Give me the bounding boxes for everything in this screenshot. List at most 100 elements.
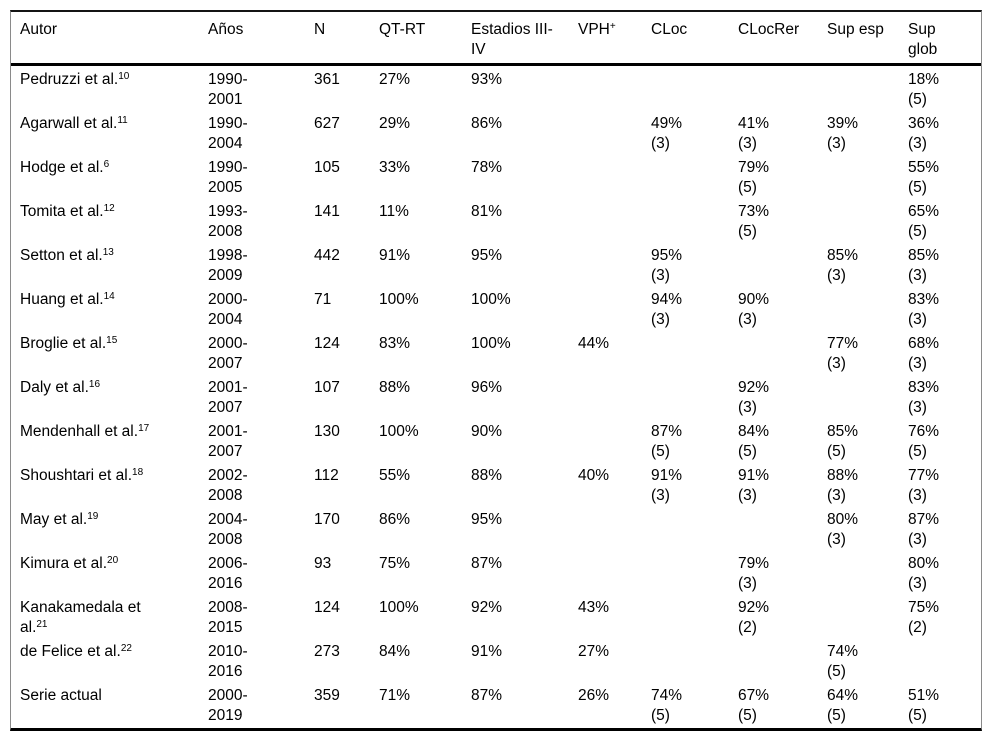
cell-anos: 2000-2004: [208, 290, 248, 328]
author-name: Tomita et al.: [20, 202, 104, 220]
cell-n: 93: [314, 554, 332, 572]
cell-supesp: 77% (3): [827, 334, 859, 372]
cell-supglob: 65% (5): [908, 202, 940, 240]
cell-anos: 2001-2007: [208, 378, 248, 416]
cell-estadios: 95%: [471, 510, 503, 528]
table-row: Broglie et al.15 2000-2007 124 83% 100% …: [11, 330, 981, 374]
cell-qtrt: 71%: [379, 686, 411, 704]
table-row: Kanakamedala et al.21 2008-2015 124 100%…: [11, 594, 981, 638]
cell-estadios: 100%: [471, 334, 511, 352]
cell-cloc: [650, 550, 737, 594]
table-frame: Autor Años N QT-RT Estadios III-IV VPH+ …: [10, 10, 982, 731]
cell-supglob: [907, 638, 981, 682]
author-name: Hodge et al.: [20, 158, 104, 176]
header-row: Autor Años N QT-RT Estadios III-IV VPH+ …: [11, 12, 981, 66]
author-name: Broglie et al.: [20, 334, 107, 352]
table-row: Kimura et al.20 2006-2016 93 75% 87% 79%…: [11, 550, 981, 594]
citation-ref: 22: [120, 642, 132, 654]
cell-vph: [577, 418, 650, 462]
cell-estadios: 95%: [471, 246, 503, 264]
table-row: Tomita et al.12 1993-2008 141 11% 81% 73…: [11, 198, 981, 242]
table-row: Pedruzzi et al.10 1990-2001 361 27% 93% …: [11, 64, 981, 110]
cell-cloc: 87% (5): [651, 422, 683, 460]
cell-supesp: 39% (3): [827, 114, 859, 152]
cell-autor: Tomita et al.12: [11, 198, 207, 242]
cell-supesp: 85% (5): [827, 422, 859, 460]
cell-clocrer: 73% (5): [738, 202, 770, 240]
cell-autor: Huang et al.14: [11, 286, 207, 330]
cell-supglob: 83% (3): [908, 290, 940, 328]
cell-cloc: [650, 506, 737, 550]
cell-qtrt: 75%: [379, 554, 411, 572]
cell-vph: [577, 110, 650, 154]
cell-supesp: [826, 198, 907, 242]
cell-clocrer: 67% (5): [738, 686, 770, 724]
cell-n: 105: [314, 158, 340, 176]
cell-estadios: 96%: [471, 378, 503, 396]
cell-supglob: 76% (5): [908, 422, 940, 460]
citation-ref: 18: [132, 466, 144, 478]
cell-n: 442: [314, 246, 340, 264]
cell-anos: 1990-2001: [208, 70, 248, 108]
cell-supglob: 85% (3): [908, 246, 940, 284]
cell-estadios: 87%: [471, 686, 503, 704]
col-header-supesp: Sup esp: [826, 12, 907, 66]
cell-supglob: 80% (3): [908, 554, 940, 592]
citation-ref: 17: [138, 422, 150, 434]
author-name: Kimura et al.: [20, 554, 108, 572]
cell-cloc: [650, 198, 737, 242]
cell-clocrer: 79% (3): [738, 554, 770, 592]
cell-vph: 44%: [578, 334, 610, 352]
cell-vph: 26%: [578, 686, 610, 704]
cell-qtrt: 27%: [379, 70, 411, 88]
cell-qtrt: 100%: [379, 422, 419, 440]
vph-plus-superscript: +: [609, 21, 616, 32]
cell-n: 273: [314, 642, 340, 660]
cell-qtrt: 91%: [379, 246, 411, 264]
cell-n: 361: [314, 70, 340, 88]
cell-autor: Pedruzzi et al.10: [11, 64, 207, 110]
cell-anos: 2006-2016: [208, 554, 248, 592]
cell-supglob: 51% (5): [908, 686, 940, 724]
vph-label: VPH: [578, 21, 610, 38]
cell-clocrer: 92% (2): [738, 598, 770, 636]
cell-anos: 2008-2015: [208, 598, 248, 636]
cell-vph: 40%: [578, 466, 610, 484]
cell-vph: [577, 506, 650, 550]
cell-cloc: [650, 154, 737, 198]
cell-supesp: 64% (5): [827, 686, 859, 724]
cell-cloc: 91% (3): [651, 466, 683, 504]
table-row: Setton et al.13 1998-2009 442 91% 95% 95…: [11, 242, 981, 286]
cell-estadios: 100%: [471, 290, 511, 308]
cell-qtrt: 86%: [379, 510, 411, 528]
cell-n: 124: [314, 334, 340, 352]
cell-autor: de Felice et al.22: [11, 638, 207, 682]
cell-qtrt: 33%: [379, 158, 411, 176]
cell-autor: Shoushtari et al.18: [11, 462, 207, 506]
cell-supesp: 80% (3): [827, 510, 859, 548]
citation-ref: 11: [117, 114, 128, 126]
cell-estadios: 91%: [471, 642, 503, 660]
cell-vph: [577, 242, 650, 286]
cell-vph: [577, 286, 650, 330]
cell-supglob: 36% (3): [908, 114, 940, 152]
citation-ref: 21: [36, 618, 48, 630]
cell-qtrt: 55%: [379, 466, 411, 484]
cell-clocrer: 84% (5): [738, 422, 770, 460]
cell-supesp: [826, 64, 907, 110]
citation-ref: 19: [87, 510, 99, 522]
cell-cloc: 49% (3): [651, 114, 683, 152]
cell-autor: Setton et al.13: [11, 242, 207, 286]
cell-supesp: [826, 154, 907, 198]
cell-n: 107: [314, 378, 340, 396]
col-header-cloc: CLoc: [650, 12, 737, 66]
cell-clocrer: [737, 506, 826, 550]
cell-anos: 2010-2016: [208, 642, 248, 680]
cell-cloc: 94% (3): [651, 290, 683, 328]
cell-n: 359: [314, 686, 340, 704]
citation-ref: 10: [118, 70, 130, 82]
cell-supesp: [826, 374, 907, 418]
cell-clocrer: [737, 64, 826, 110]
cell-autor: Kanakamedala et al.21: [11, 594, 207, 638]
cell-cloc: 95% (3): [651, 246, 683, 284]
